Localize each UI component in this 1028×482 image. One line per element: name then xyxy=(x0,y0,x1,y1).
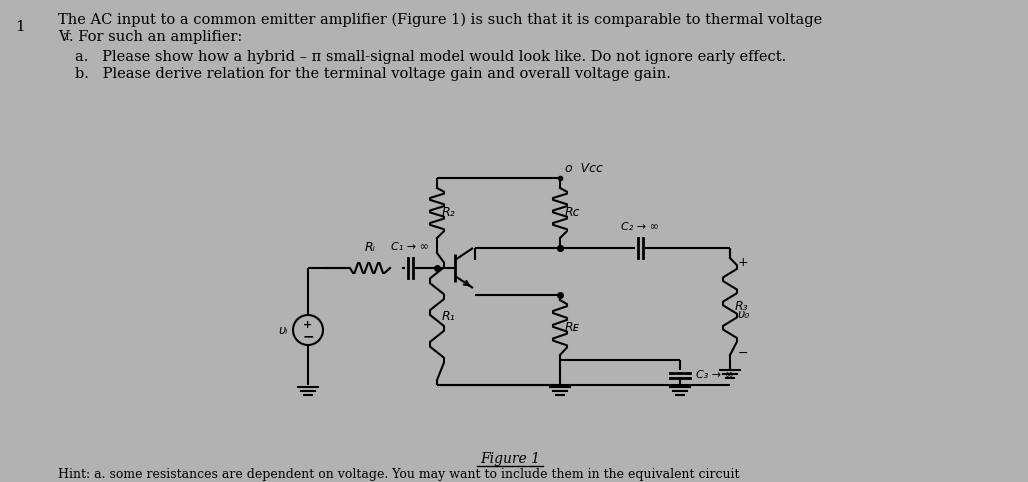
Text: Rᵢ: Rᵢ xyxy=(365,241,375,254)
Text: υ₀: υ₀ xyxy=(738,308,750,321)
Text: R₂: R₂ xyxy=(442,206,455,219)
Text: R₃: R₃ xyxy=(735,300,748,313)
Text: o  Vᴄᴄ: o Vᴄᴄ xyxy=(565,162,602,175)
Text: T: T xyxy=(64,33,71,42)
Text: 1: 1 xyxy=(15,20,25,34)
Text: Figure 1: Figure 1 xyxy=(480,452,540,466)
Text: The AC input to a common emitter amplifier (Figure 1) is such that it is compara: The AC input to a common emitter amplifi… xyxy=(58,13,822,27)
Text: R₁: R₁ xyxy=(442,310,455,323)
Text: . For such an amplifier:: . For such an amplifier: xyxy=(69,30,243,44)
Text: −: − xyxy=(302,329,314,343)
Text: C₁ → ∞: C₁ → ∞ xyxy=(391,242,429,252)
Text: V: V xyxy=(58,30,69,44)
Text: +: + xyxy=(738,256,748,269)
Text: C₂ → ∞: C₂ → ∞ xyxy=(621,222,659,232)
Text: b.   Please derive relation for the terminal voltage gain and overall voltage ga: b. Please derive relation for the termin… xyxy=(75,67,671,81)
Text: −: − xyxy=(738,347,748,360)
Text: +: + xyxy=(303,320,313,330)
Text: a.   Please show how a hybrid – π small-signal model would look like. Do not ign: a. Please show how a hybrid – π small-si… xyxy=(75,50,786,64)
Text: Rᴇ: Rᴇ xyxy=(565,321,580,334)
Text: Rᴄ: Rᴄ xyxy=(565,206,581,219)
Text: C₃ → ∞: C₃ → ∞ xyxy=(696,370,734,380)
Text: Hint: a. some resistances are dependent on voltage. You may want to include them: Hint: a. some resistances are dependent … xyxy=(58,468,739,481)
Text: υᵢ: υᵢ xyxy=(279,323,288,336)
